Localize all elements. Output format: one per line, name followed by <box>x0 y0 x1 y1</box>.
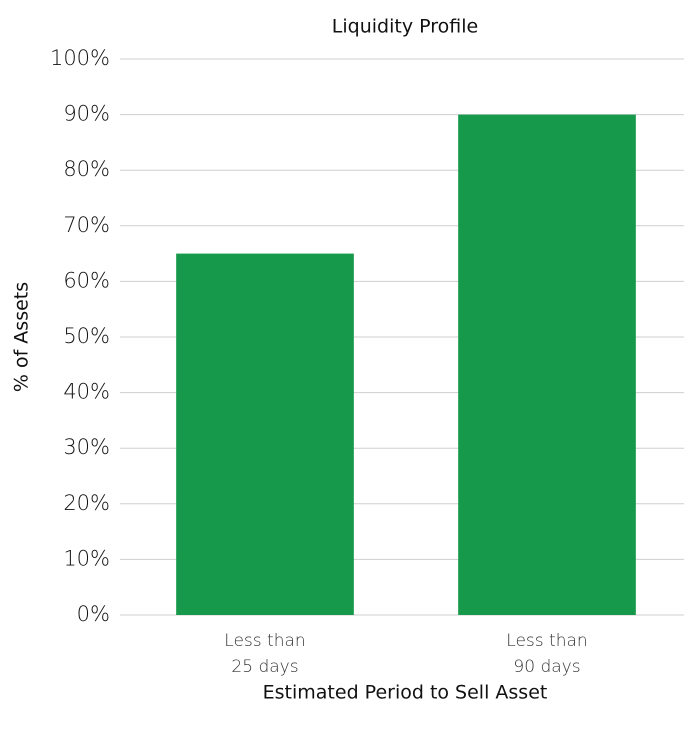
y-tick-label: 50% <box>63 324 110 348</box>
y-tick-label: 20% <box>63 491 110 515</box>
x-tick-label: 25 days <box>231 657 298 677</box>
bar <box>176 253 354 615</box>
x-tick-label: Less than <box>224 631 305 651</box>
y-tick-label: 90% <box>63 102 110 126</box>
y-tick-label: 10% <box>63 546 110 570</box>
x-tick-label: Less than <box>506 631 587 651</box>
x-tick-label: 90 days <box>513 657 580 677</box>
y-tick-label: 100% <box>50 46 110 70</box>
y-tick-label: 70% <box>63 213 110 237</box>
y-tick-label: 30% <box>63 435 110 459</box>
y-tick-label: 40% <box>63 380 110 404</box>
x-axis-label: Estimated Period to Sell Asset <box>263 682 548 704</box>
y-tick-label: 80% <box>63 157 110 181</box>
y-tick-label: 60% <box>63 268 110 292</box>
y-tick-label: 0% <box>77 602 110 626</box>
y-axis-label: % of Assets <box>11 282 33 392</box>
chart-title: Liquidity Profile <box>332 16 478 38</box>
bar <box>458 114 636 615</box>
